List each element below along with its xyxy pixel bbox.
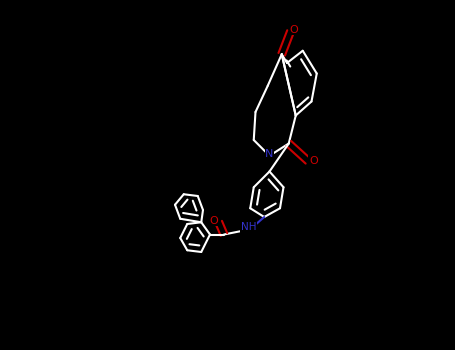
- Text: O: O: [309, 156, 318, 166]
- Text: O: O: [209, 216, 218, 225]
- Text: N: N: [265, 149, 274, 159]
- Text: O: O: [290, 25, 298, 35]
- Text: NH: NH: [241, 223, 256, 232]
